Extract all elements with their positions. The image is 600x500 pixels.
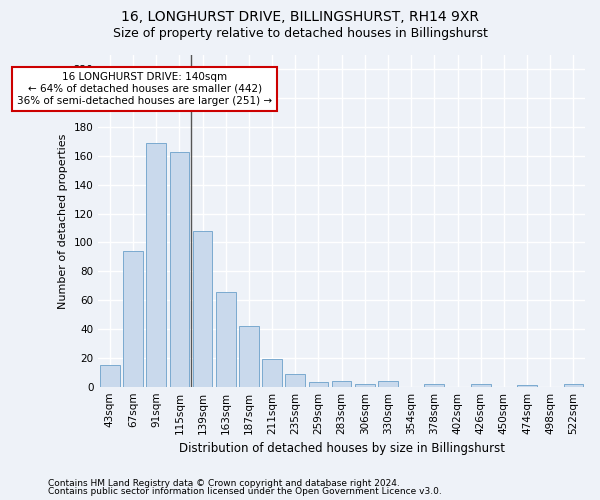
Bar	[286, 374, 305, 386]
Bar	[355, 384, 374, 386]
Bar	[146, 143, 166, 386]
Bar	[239, 326, 259, 386]
Bar	[378, 381, 398, 386]
Bar	[123, 251, 143, 386]
Bar	[262, 360, 282, 386]
Y-axis label: Number of detached properties: Number of detached properties	[58, 133, 68, 308]
Bar	[471, 384, 491, 386]
Bar	[517, 385, 537, 386]
Bar	[193, 231, 212, 386]
Bar	[332, 381, 352, 386]
Bar	[100, 365, 120, 386]
Text: Size of property relative to detached houses in Billingshurst: Size of property relative to detached ho…	[113, 28, 487, 40]
Text: 16, LONGHURST DRIVE, BILLINGSHURST, RH14 9XR: 16, LONGHURST DRIVE, BILLINGSHURST, RH14…	[121, 10, 479, 24]
Bar	[563, 384, 583, 386]
Text: Contains public sector information licensed under the Open Government Licence v3: Contains public sector information licen…	[48, 487, 442, 496]
X-axis label: Distribution of detached houses by size in Billingshurst: Distribution of detached houses by size …	[179, 442, 505, 455]
Bar	[308, 382, 328, 386]
Text: 16 LONGHURST DRIVE: 140sqm
← 64% of detached houses are smaller (442)
36% of sem: 16 LONGHURST DRIVE: 140sqm ← 64% of deta…	[17, 72, 272, 106]
Bar	[170, 152, 189, 386]
Text: Contains HM Land Registry data © Crown copyright and database right 2024.: Contains HM Land Registry data © Crown c…	[48, 478, 400, 488]
Bar	[216, 292, 236, 386]
Bar	[424, 384, 444, 386]
